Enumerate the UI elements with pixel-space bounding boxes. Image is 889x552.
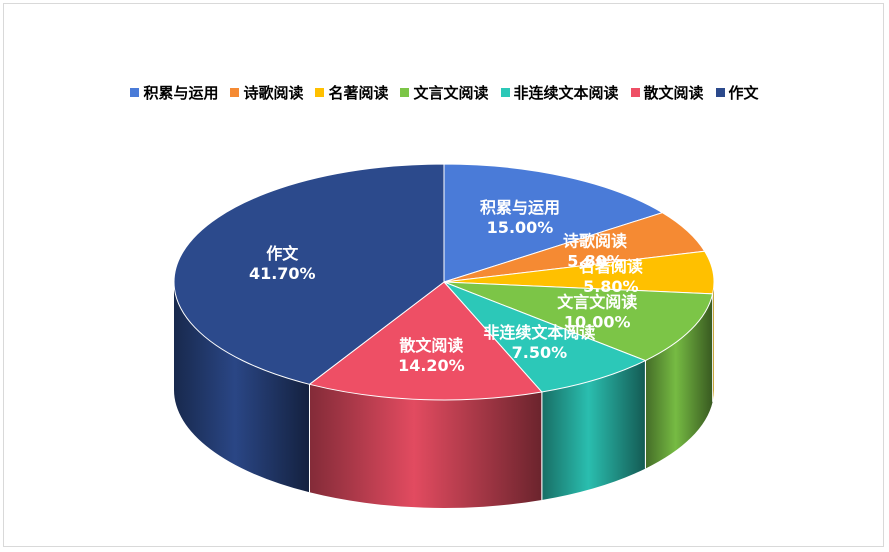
slice-data-label: 非连续文本阅读 7.50% <box>483 323 595 362</box>
legend-label: 作文 <box>728 84 759 102</box>
pie-side-wall <box>541 360 646 500</box>
legend-label: 诗歌阅读 <box>243 84 304 102</box>
pie-slice <box>308 281 543 401</box>
legend-item: 诗歌阅读 <box>230 82 303 103</box>
slice-category-label: 诗歌阅读 <box>563 231 627 250</box>
legend-item: 作文 <box>715 82 759 103</box>
slice-category-label: 非连续文本阅读 <box>483 323 595 342</box>
legend-swatch <box>500 88 510 97</box>
pie-side-wall <box>645 293 713 469</box>
legend-swatch <box>230 88 240 97</box>
legend-item: 非连续文本阅读 <box>500 82 619 103</box>
slice-value-label: 15.00% <box>487 218 554 237</box>
slice-data-label: 散文阅读 14.20% <box>398 336 465 375</box>
slice-value-label: 5.80% <box>567 251 623 270</box>
slice-value-label: 14.20% <box>398 356 465 375</box>
slice-value-label: 5.80% <box>583 277 639 296</box>
slice-category-label: 作文 <box>266 244 299 263</box>
slice-value-label: 10.00% <box>564 312 631 331</box>
slice-category-label: 文言文阅读 <box>557 292 637 311</box>
pie-slice <box>443 281 714 362</box>
pie-side-wall <box>174 282 310 493</box>
slice-data-label: 诗歌阅读 5.80% <box>563 231 627 270</box>
pie-slice <box>443 163 664 283</box>
slice-value-label: 41.70% <box>249 264 316 283</box>
slice-data-label: 积累与运用 15.00% <box>480 198 560 237</box>
pie-side-wall <box>309 384 542 508</box>
slice-value-label: 7.50% <box>512 343 568 362</box>
legend-swatch <box>130 88 140 97</box>
legend: 积累与运用 诗歌阅读 名著阅读 文言文阅读 非连续文本阅读 散文阅读 作文 <box>0 82 889 103</box>
pie-side-layer <box>174 282 714 508</box>
legend-label: 名著阅读 <box>328 84 389 102</box>
legend-label: 积累与运用 <box>143 84 219 102</box>
legend-item: 积累与运用 <box>130 82 218 103</box>
legend-swatch <box>315 88 325 97</box>
slice-data-label: 作文 41.70% <box>249 244 316 283</box>
legend-swatch <box>400 88 410 97</box>
slice-data-label: 名著阅读 5.80% <box>579 257 643 296</box>
pie-slice <box>173 163 445 385</box>
pie-label-layer: 积累与运用 15.00%诗歌阅读 5.80%名著阅读 5.80%文言文阅读 10.00%… <box>249 198 643 375</box>
legend-label: 散文阅读 <box>643 84 704 102</box>
slice-data-label: 文言文阅读 10.00% <box>557 292 637 331</box>
legend-item: 文言文阅读 <box>400 82 489 103</box>
pie-slice <box>443 281 647 393</box>
legend-item: 名著阅读 <box>315 82 388 103</box>
pie-top-layer <box>173 163 715 401</box>
legend-item: 散文阅读 <box>630 82 704 103</box>
legend-label: 非连续文本阅读 <box>513 84 619 102</box>
slice-category-label: 名著阅读 <box>579 257 643 276</box>
slice-category-label: 散文阅读 <box>399 336 463 355</box>
legend-swatch <box>630 88 640 97</box>
legend-label: 文言文阅读 <box>413 84 489 102</box>
slice-category-label: 积累与运用 <box>480 198 560 217</box>
legend-swatch <box>715 88 725 97</box>
